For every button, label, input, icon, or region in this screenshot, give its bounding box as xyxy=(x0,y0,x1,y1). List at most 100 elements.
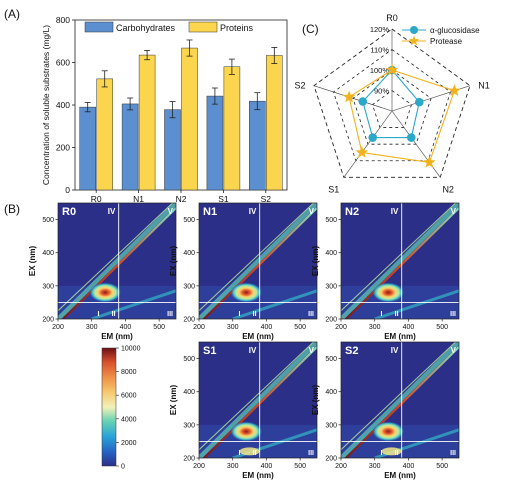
colorbar-tick-label: 0 xyxy=(121,464,125,471)
radar-line-glucosidase xyxy=(362,69,420,139)
bar-carbohydrates xyxy=(249,100,266,191)
y-tick-label: 500 xyxy=(183,356,195,363)
legend-marker-protease xyxy=(408,35,420,46)
low-ex-feature xyxy=(381,447,402,456)
plot-frame xyxy=(198,202,318,320)
radar-marker-glucosidase xyxy=(406,133,416,142)
x-tick-label: S2 xyxy=(261,194,272,204)
scatter-band-primary xyxy=(203,207,317,319)
scatter-band-glow xyxy=(199,203,317,319)
y-axis-label: EX (nm) xyxy=(28,246,37,277)
colorbar-tick-label: 2000 xyxy=(121,440,137,447)
second-order-band xyxy=(232,289,317,319)
subplot-title: S1 xyxy=(203,345,216,357)
low-ex-feature xyxy=(239,447,260,456)
radar-ring xyxy=(333,49,451,162)
region-label-iv: IV xyxy=(249,207,257,216)
colorbar: 0 2000 4000 6000 8000 10000 xyxy=(101,346,141,471)
x-tick-label: 300 xyxy=(369,463,381,470)
x-tick-label: 500 xyxy=(153,324,165,331)
radar-line-protease xyxy=(348,69,456,164)
panel-a-label: (A) xyxy=(4,7,20,21)
bar-proteins xyxy=(96,78,113,191)
y-tick-label: 400 xyxy=(183,250,195,257)
legend: Carbohydrates Proteins xyxy=(84,21,254,33)
subplot-title: N2 xyxy=(345,206,359,218)
radar-axis-label: N2 xyxy=(442,184,454,194)
y-tick-label: 200 xyxy=(325,456,337,463)
bar-chart-panel-a: Concentration of soluble substrates (mg/… xyxy=(41,15,288,204)
region-label-i: I xyxy=(380,450,382,457)
region-label-i: I xyxy=(238,311,240,318)
radar-ring-label: 100% xyxy=(370,66,390,75)
bar-carbohydrates xyxy=(121,103,139,191)
legend-label-glucosidase: α-glucosidase xyxy=(430,26,480,35)
radar-ring xyxy=(352,69,432,145)
x-tick-label: 200 xyxy=(335,324,347,331)
legend-swatch-carbohydrates xyxy=(84,21,114,33)
x-tick-label: 400 xyxy=(120,324,132,331)
bar-proteins xyxy=(181,47,198,191)
colorbar-tick-label: 6000 xyxy=(121,393,137,400)
legend: α-glucosidase Protease xyxy=(402,26,480,46)
scatter-band-secondary xyxy=(341,342,457,451)
scatter-band-secondary xyxy=(199,203,315,312)
plot-frame xyxy=(340,341,460,459)
y-axis-label: EX (nm) xyxy=(169,246,178,277)
radar-spoke xyxy=(313,85,393,112)
x-tick-label: R0 xyxy=(91,194,102,204)
region-label-iv: IV xyxy=(391,207,399,216)
scatter-band-primary xyxy=(345,207,459,319)
region-label-i: I xyxy=(380,311,382,318)
region-label-iii: III xyxy=(450,311,456,318)
y-tick-label: 0 xyxy=(65,185,70,195)
panel-c-label: (C) xyxy=(302,22,319,36)
radar-chart-panel-c: 90% 100% 110% 120% R0 N1 N2 S1 S2 α-glucosidase … xyxy=(295,13,490,194)
y-tick-label: 400 xyxy=(42,250,54,257)
x-tick-label: 200 xyxy=(193,324,205,331)
scatter-band-glow xyxy=(58,203,176,319)
radar-axis-label: S2 xyxy=(295,81,306,91)
x-tick-label: 300 xyxy=(227,324,239,331)
region-label-ii: II xyxy=(253,450,257,457)
x-tick-label: N2 xyxy=(176,194,187,204)
legend-label-proteins: Proteins xyxy=(220,23,254,33)
colorbar-tick-label: 4000 xyxy=(121,416,137,423)
y-tick-label: 400 xyxy=(183,389,195,396)
y-tick-label: 400 xyxy=(56,100,70,110)
colorbar-ramp xyxy=(101,347,117,467)
x-tick-label: 500 xyxy=(436,324,448,331)
plot-frame xyxy=(340,202,460,320)
region-label-v: V xyxy=(451,207,457,216)
y-tick-label: 400 xyxy=(325,389,337,396)
scatter-band-primary xyxy=(203,346,317,458)
y-tick-label: 300 xyxy=(183,422,195,429)
region-label-v: V xyxy=(451,346,457,355)
region-label-ii: II xyxy=(395,450,399,457)
bar-carbohydrates xyxy=(206,95,224,191)
x-tick-label: 300 xyxy=(86,324,98,331)
x-axis-label: EM (nm) xyxy=(242,471,274,480)
region-label-iii: III xyxy=(167,311,173,318)
heatmap-body xyxy=(199,203,317,319)
fluorescence-peak xyxy=(230,421,263,442)
x-tick-label: 400 xyxy=(403,463,415,470)
region-label-i: I xyxy=(238,450,240,457)
colorbar-ticks: 0 2000 4000 6000 8000 10000 xyxy=(116,346,141,471)
region-label-v: V xyxy=(168,207,174,216)
y-tick-label: 300 xyxy=(183,283,195,290)
radar-marker-protease xyxy=(355,145,369,158)
region-label-i: I xyxy=(97,311,99,318)
scatter-band-primary xyxy=(345,346,459,458)
x-tick-label: 300 xyxy=(369,324,381,331)
x-tick-label: 200 xyxy=(52,324,64,331)
radar-marker-glucosidase xyxy=(368,133,378,142)
y-tick-label: 500 xyxy=(325,356,337,363)
legend-marker-glucosidase xyxy=(410,26,418,34)
subplot-title: N1 xyxy=(203,206,217,218)
fluorescence-peak xyxy=(230,282,263,303)
